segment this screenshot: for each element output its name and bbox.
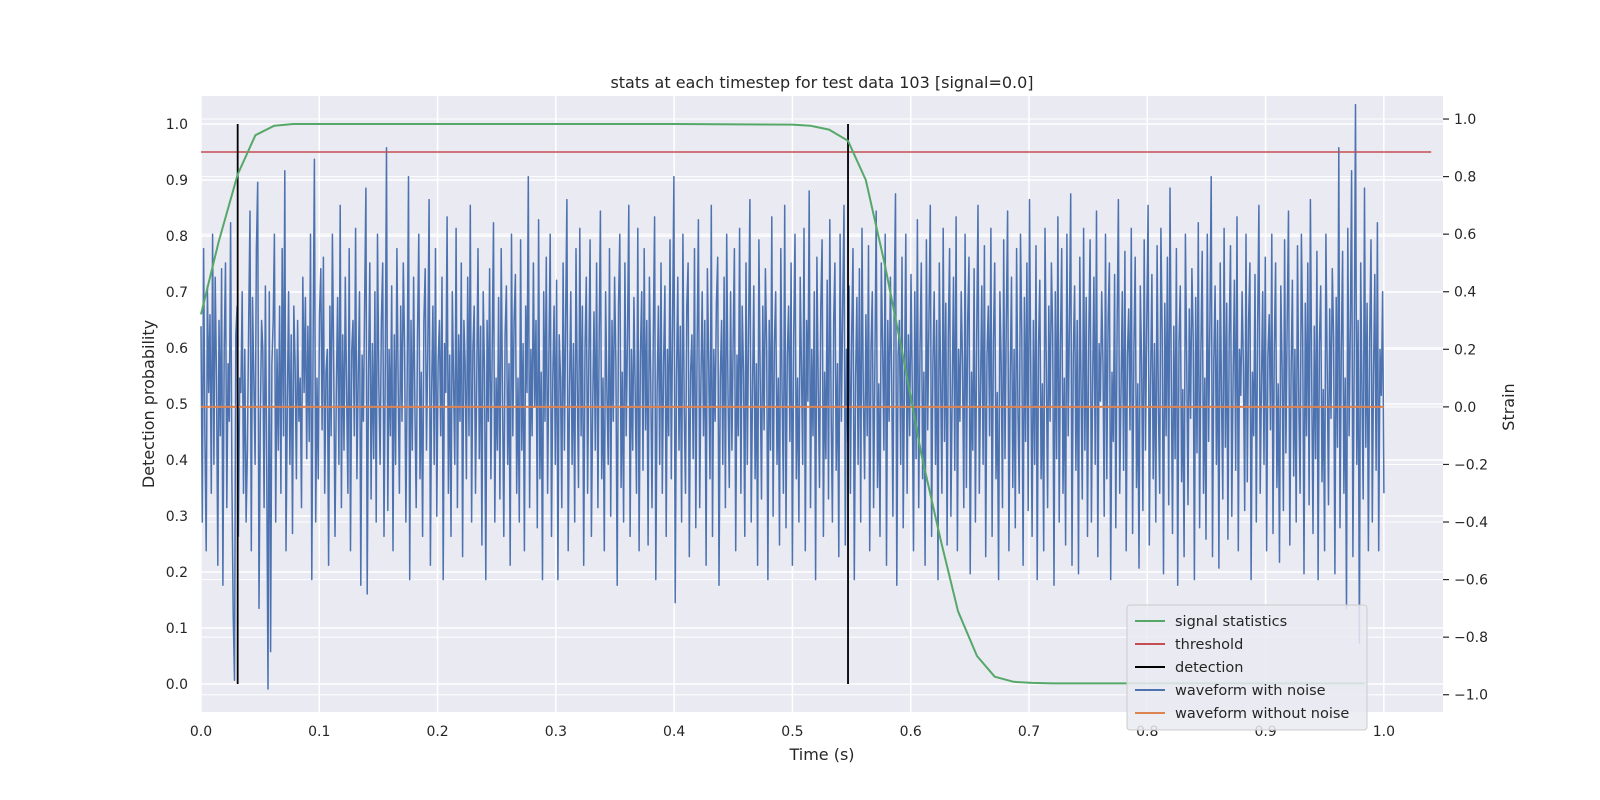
y-right-tick-label: 1.0: [1454, 112, 1476, 128]
y-left-tick-label: 0.2: [166, 565, 188, 581]
chart-title: stats at each timestep for test data 103…: [610, 73, 1033, 92]
y-right-tick-label: 0.4: [1454, 285, 1476, 301]
y-right-tick-label: −0.6: [1454, 573, 1488, 589]
y-right-tick-label: −0.8: [1454, 630, 1488, 646]
x-tick-label: 0.1: [308, 724, 330, 740]
y-left-tick-label: 0.8: [166, 229, 188, 245]
y-right-tick-label: 0.0: [1454, 400, 1476, 416]
x-tick-label: 0.0: [190, 724, 212, 740]
x-tick-label: 0.3: [545, 724, 567, 740]
legend-label: detection: [1175, 660, 1243, 676]
y-left-tick-label: 0.9: [166, 173, 188, 189]
y-right-tick-label: −0.4: [1454, 515, 1488, 531]
y-left-tick-label: 0.5: [166, 397, 188, 413]
x-tick-label: 0.6: [900, 724, 922, 740]
y-left-tick-label: 0.0: [166, 677, 188, 693]
y-right-tick-label: −1.0: [1454, 688, 1488, 704]
x-tick-label: 0.4: [663, 724, 685, 740]
y-left-tick-label: 0.4: [166, 453, 188, 469]
legend-label: signal statistics: [1175, 614, 1287, 630]
y-right-tick-label: 0.2: [1454, 342, 1476, 358]
y-right-tick-label: −0.2: [1454, 457, 1488, 473]
y-left-tick-label: 0.6: [166, 341, 188, 357]
x-tick-label: 0.5: [781, 724, 803, 740]
y-left-tick-label: 0.3: [166, 509, 188, 525]
series-layer: [200, 103, 1432, 690]
legend-label: threshold: [1175, 637, 1243, 653]
y-left-tick-label: 0.1: [166, 621, 188, 637]
legend-box: [1126, 604, 1368, 731]
y-right-tick-label: 0.8: [1454, 170, 1476, 186]
y-left-tick-label: 0.7: [166, 285, 188, 301]
signal-statistics-line: [200, 123, 1365, 685]
legend: signal statistics threshold detection wavef…: [1126, 604, 1368, 731]
x-axis-title: Time (s): [788, 745, 854, 764]
y-left-axis-title: Detection probability: [139, 320, 158, 488]
y-right-axis-ticks: −1.0 −0.8 −0.6 −0.4 −0.2 0.0 0.2 0.4 0.6 0.8 1.0: [1443, 112, 1488, 704]
y-left-tick-label: 1.0: [166, 117, 188, 133]
waveform-with-noise-line: [200, 103, 1385, 690]
x-tick-label: 1.0: [1373, 724, 1395, 740]
y-right-axis-title: Strain: [1499, 383, 1518, 430]
x-tick-label: 0.7: [1018, 724, 1040, 740]
legend-label: waveform with noise: [1175, 683, 1326, 699]
x-tick-label: 0.2: [426, 724, 448, 740]
y-right-tick-label: 0.6: [1454, 227, 1476, 243]
y-left-axis-ticks: 0.0 0.1 0.2 0.3 0.4 0.5 0.6 0.7 0.8 0.9 1.0: [166, 117, 188, 693]
legend-label: waveform without noise: [1175, 706, 1349, 722]
